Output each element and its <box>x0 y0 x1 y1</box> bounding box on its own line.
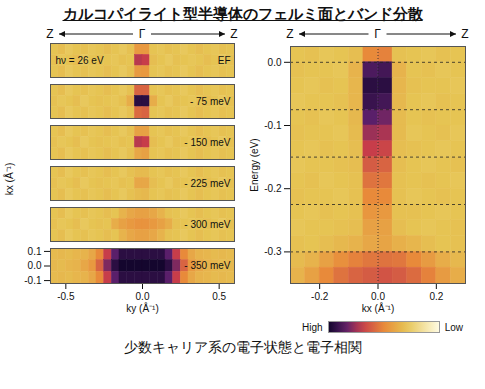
svg-text:EF: EF <box>218 55 231 66</box>
svg-text:ky (Å⁻¹): ky (Å⁻¹) <box>126 302 158 314</box>
html-text:少数キャリア系の電子状態と電子相関: 少数キャリア系の電子状態と電子相関 <box>123 339 362 355</box>
svg-text:- 225 meV: - 225 meV <box>184 178 230 189</box>
svg-text:0.5: 0.5 <box>212 291 226 302</box>
svg-text:Z: Z <box>461 27 468 41</box>
svg-text:Energy (eV): Energy (eV) <box>249 138 260 191</box>
svg-text:0.0: 0.0 <box>28 260 42 271</box>
svg-text:- 150 meV: - 150 meV <box>184 137 230 148</box>
svg-text:0.0: 0.0 <box>371 291 385 302</box>
svg-text:- 350 meV: - 350 meV <box>184 260 230 271</box>
svg-text:Z: Z <box>286 27 293 41</box>
svg-text:0.0: 0.0 <box>136 291 150 302</box>
svg-text:- 75 meV: - 75 meV <box>190 96 231 107</box>
svg-text:-0.3: -0.3 <box>264 246 282 257</box>
svg-text:-0.1: -0.1 <box>264 120 282 131</box>
svg-text:Z: Z <box>230 27 237 41</box>
svg-text:Γ: Γ <box>374 27 381 41</box>
svg-text:-0.1: -0.1 <box>24 275 42 286</box>
svg-text:Γ: Γ <box>139 27 146 41</box>
html-text:カルコパイライト型半導体のフェルミ面とバンド分散: カルコパイライト型半導体のフェルミ面とバンド分散 <box>62 5 423 23</box>
svg-text:- 300 meV: - 300 meV <box>184 219 230 230</box>
svg-text:0.2: 0.2 <box>429 291 443 302</box>
svg-text:-0.2: -0.2 <box>264 183 282 194</box>
svg-text:0.1: 0.1 <box>28 247 42 257</box>
svg-text:-0.2: -0.2 <box>311 291 329 302</box>
html-text:High: High <box>302 321 323 333</box>
svg-text:0.0: 0.0 <box>268 57 282 68</box>
svg-text:kx (Å⁻¹): kx (Å⁻¹) <box>362 302 394 314</box>
html-text:kx (Å⁻¹): kx (Å⁻¹) <box>4 162 15 195</box>
svg-text:hν = 26 eV: hν = 26 eV <box>56 55 104 66</box>
svg-text:Z: Z <box>46 27 53 41</box>
svg-text:-0.5: -0.5 <box>57 291 75 302</box>
html-text:Low: Low <box>444 321 463 333</box>
